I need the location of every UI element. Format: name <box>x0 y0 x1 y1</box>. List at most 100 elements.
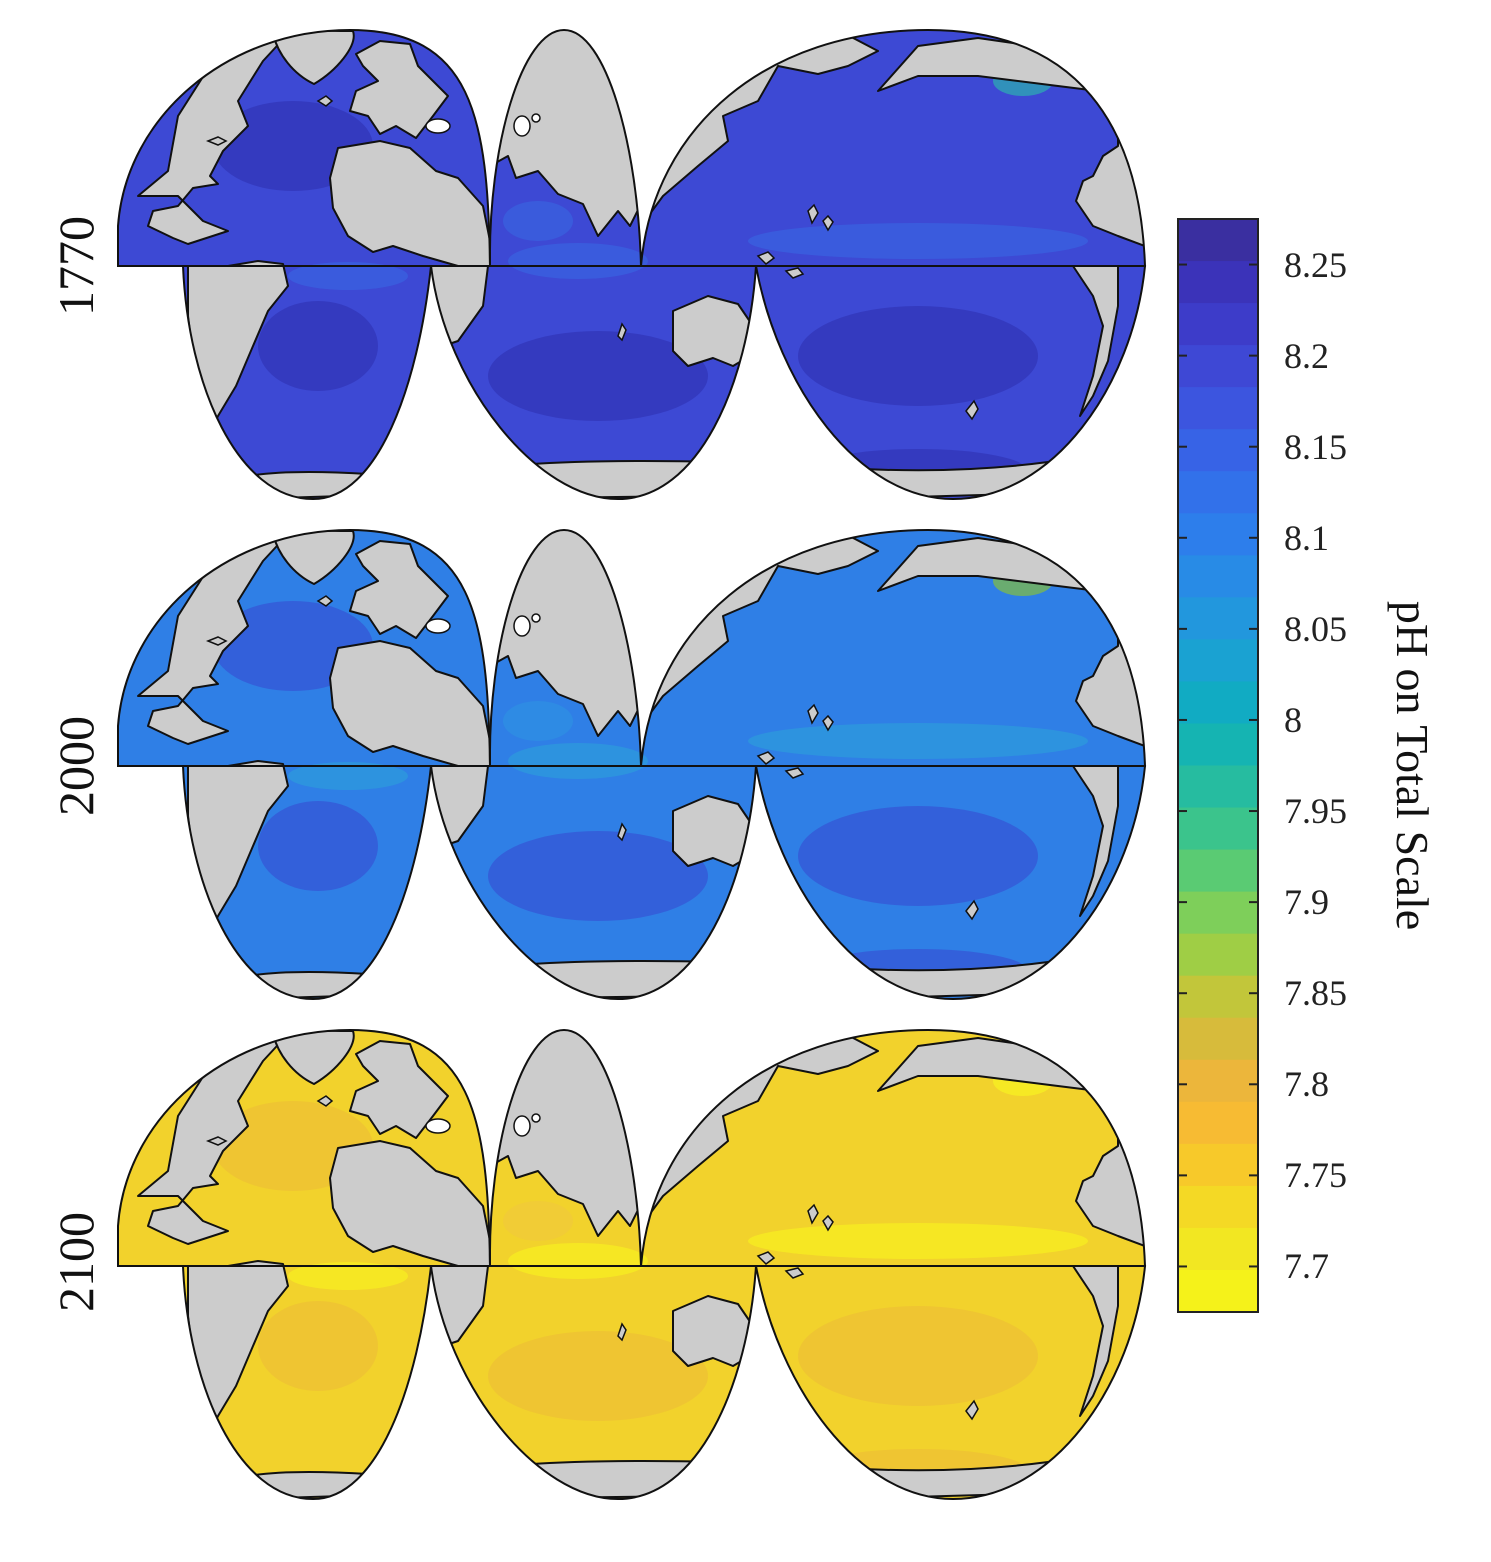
colorbar-tick-label: 7.95 <box>1284 791 1347 832</box>
year-label-2000: 2000 <box>48 716 104 816</box>
south-lobe-indian <box>429 1265 758 1501</box>
land-asia-west <box>489 30 641 237</box>
lake <box>425 118 451 134</box>
colorbar-tick-label: 7.75 <box>1284 1155 1347 1196</box>
island <box>316 95 334 107</box>
colorbar-frame <box>1177 218 1259 1313</box>
colorbar-band <box>1178 555 1258 598</box>
lake <box>531 613 541 623</box>
ph-contour-patch <box>798 1306 1038 1406</box>
south-lobe-pacific <box>754 265 1147 501</box>
south-lobe-indian <box>429 265 758 501</box>
ph-contour-patch <box>798 806 1038 906</box>
lake <box>425 618 451 634</box>
island <box>965 1399 979 1421</box>
north-lobe-pacific <box>639 1028 1147 1267</box>
ph-contour-patch <box>508 743 648 779</box>
island <box>822 1214 834 1232</box>
lake <box>513 615 531 637</box>
colorbar-band <box>1178 975 1258 1019</box>
map-panel-2000 <box>117 528 1147 1001</box>
colorbar-band <box>1178 933 1258 977</box>
south-lobe-atlantic <box>181 765 433 1001</box>
colorbar-tick-label: 8.25 <box>1284 244 1347 285</box>
north-lobe-indian <box>488 28 643 267</box>
ph-contour-patch <box>508 243 648 279</box>
island <box>617 322 627 342</box>
ph-contour-patch <box>258 1301 378 1391</box>
colorbar-band <box>1178 807 1258 851</box>
colorbar-tick-label: 8.15 <box>1284 426 1347 467</box>
colorbar-tick-label: 8.2 <box>1284 335 1329 376</box>
ph-contour-patch <box>488 831 708 921</box>
colorbar-band <box>1178 1185 1258 1229</box>
colorbar-band <box>1178 219 1258 262</box>
island <box>965 899 979 921</box>
colorbar-tick-label: 8.1 <box>1284 517 1329 558</box>
north-lobe-atlantic <box>117 528 492 767</box>
colorbar-tick-label: 7.9 <box>1284 882 1329 923</box>
ph-contour-patch <box>258 301 378 391</box>
island <box>807 1203 819 1225</box>
colorbar-band <box>1178 1101 1258 1145</box>
colorbar <box>1177 218 1259 1313</box>
island <box>807 703 819 725</box>
ph-contour-patch <box>503 201 573 241</box>
colorbar-tick-label: 7.7 <box>1284 1246 1329 1287</box>
north-lobe-indian <box>488 1028 643 1267</box>
year-label-2100: 2100 <box>48 1212 104 1312</box>
colorbar-band <box>1178 891 1258 935</box>
land-europe <box>349 40 449 139</box>
colorbar-band <box>1178 849 1258 893</box>
island <box>807 203 819 225</box>
island <box>822 214 834 232</box>
ph-contour-patch <box>748 223 1088 259</box>
south-lobe-pacific <box>754 765 1147 1001</box>
colorbar-tick-label: 8.05 <box>1284 608 1347 649</box>
ph-contour-patch <box>288 262 408 290</box>
map-panel-1770 <box>117 28 1147 501</box>
lake <box>513 115 531 137</box>
colorbar-band <box>1178 765 1258 809</box>
ph-contour-patch <box>288 762 408 790</box>
island <box>205 1136 228 1146</box>
ocean-field <box>118 530 1145 999</box>
colorbar-title: pH on Total Scale <box>1386 600 1438 930</box>
ph-contour-patch <box>508 1243 648 1279</box>
land-south-america-west <box>1072 1265 1119 1417</box>
colorbar-band <box>1178 387 1258 430</box>
south-lobe-pacific <box>754 1265 1147 1501</box>
colorbar-tick-label: 7.8 <box>1284 1064 1329 1105</box>
north-lobe-indian <box>488 528 643 767</box>
south-lobe-atlantic <box>181 265 433 501</box>
colorbar-tick-label: 8 <box>1284 699 1302 740</box>
map-panel-2100 <box>117 1028 1147 1501</box>
colorbar-band <box>1178 513 1258 556</box>
colorbar-band <box>1178 345 1258 388</box>
south-lobe-atlantic <box>181 1265 433 1501</box>
colorbar-band <box>1178 261 1258 304</box>
north-lobe-pacific <box>639 28 1147 267</box>
north-lobe-atlantic <box>117 1028 492 1267</box>
north-lobe-pacific <box>639 528 1147 767</box>
colorbar-band <box>1178 1059 1258 1103</box>
ph-contour-patch <box>748 723 1088 759</box>
land-europe <box>349 540 449 639</box>
ph-contour-patch <box>258 801 378 891</box>
island <box>205 636 228 646</box>
ph-contour-patch <box>748 1223 1088 1259</box>
island <box>617 822 627 842</box>
colorbar-tick-label: 7.85 <box>1284 973 1347 1014</box>
island <box>965 399 979 421</box>
lake <box>531 1113 541 1123</box>
colorbar-band <box>1178 429 1258 472</box>
island <box>784 267 805 279</box>
colorbar-band <box>1178 1143 1258 1187</box>
lake <box>425 1118 451 1134</box>
ph-contour-patch <box>488 1331 708 1421</box>
colorbar-band <box>1178 639 1258 683</box>
land-asia-west <box>489 1030 641 1237</box>
island <box>756 251 776 265</box>
island <box>784 767 805 779</box>
